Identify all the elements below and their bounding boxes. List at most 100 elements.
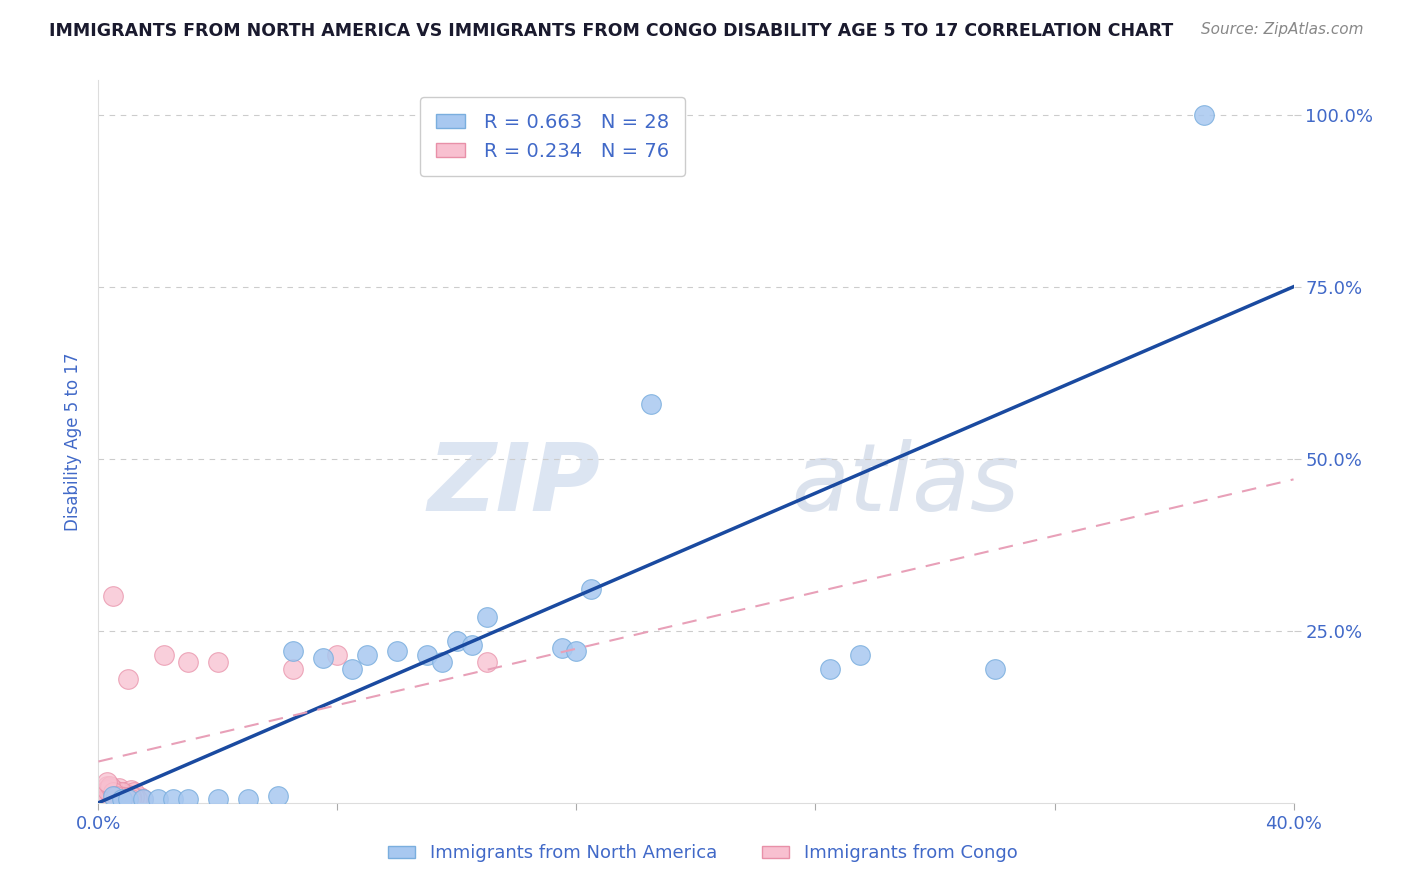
Point	[111, 792, 134, 806]
Point	[111, 790, 134, 805]
Point	[98, 779, 122, 793]
Point	[153, 648, 176, 662]
Point	[98, 788, 122, 802]
Point	[127, 791, 149, 805]
Point	[162, 792, 184, 806]
Point	[105, 788, 128, 802]
Point	[446, 634, 468, 648]
Point	[114, 789, 136, 803]
Point	[117, 789, 139, 803]
Point	[120, 790, 142, 805]
Point	[281, 662, 304, 676]
Point	[117, 790, 139, 805]
Point	[207, 655, 229, 669]
Point	[111, 792, 134, 806]
Point	[120, 789, 142, 803]
Point	[356, 648, 378, 662]
Point	[550, 640, 572, 655]
Point	[117, 672, 139, 686]
Point	[236, 792, 259, 806]
Point	[581, 582, 603, 597]
Legend: Immigrants from North America, Immigrants from Congo: Immigrants from North America, Immigrant…	[381, 838, 1025, 870]
Point	[1192, 108, 1215, 122]
Point	[430, 655, 453, 669]
Point	[105, 789, 128, 803]
Point	[124, 790, 146, 805]
Point	[108, 789, 131, 803]
Point	[117, 791, 139, 805]
Point	[108, 785, 131, 799]
Point	[177, 792, 200, 806]
Point	[984, 662, 1007, 676]
Point	[127, 791, 149, 805]
Point	[111, 792, 134, 806]
Point	[105, 789, 128, 804]
Point	[120, 791, 142, 805]
Point	[103, 783, 125, 797]
Point	[111, 792, 134, 806]
Point	[103, 788, 125, 802]
Legend: R = 0.663   N = 28, R = 0.234   N = 76: R = 0.663 N = 28, R = 0.234 N = 76	[420, 97, 685, 176]
Point	[93, 792, 115, 806]
Point	[132, 792, 155, 806]
Point	[207, 792, 229, 806]
Text: atlas: atlas	[792, 440, 1019, 531]
Point	[103, 782, 125, 797]
Point	[124, 785, 146, 799]
Point	[416, 648, 439, 662]
Point	[103, 590, 125, 604]
Point	[132, 791, 155, 805]
Point	[475, 655, 498, 669]
Point	[124, 788, 146, 802]
Point	[117, 792, 139, 806]
Point	[108, 790, 131, 805]
Point	[177, 655, 200, 669]
Point	[103, 792, 125, 806]
Point	[103, 785, 125, 799]
Point	[114, 791, 136, 805]
Point	[129, 789, 152, 804]
Point	[108, 780, 131, 795]
Point	[117, 788, 139, 802]
Point	[120, 791, 142, 805]
Point	[114, 789, 136, 803]
Point	[96, 782, 118, 797]
Point	[820, 662, 842, 676]
Point	[385, 644, 409, 658]
Point	[111, 788, 134, 802]
Point	[114, 790, 136, 805]
Point	[98, 788, 122, 802]
Point	[326, 648, 349, 662]
Point	[96, 783, 118, 797]
Point	[111, 789, 134, 804]
Point	[120, 789, 142, 804]
Point	[105, 790, 128, 805]
Point	[103, 789, 125, 803]
Point	[117, 791, 139, 805]
Point	[105, 789, 128, 803]
Point	[105, 789, 128, 803]
Point	[114, 785, 136, 799]
Point	[108, 791, 131, 805]
Point	[281, 644, 304, 658]
Point	[114, 791, 136, 805]
Point	[849, 648, 872, 662]
Y-axis label: Disability Age 5 to 17: Disability Age 5 to 17	[65, 352, 83, 531]
Point	[342, 662, 364, 676]
Point	[311, 651, 333, 665]
Point	[96, 790, 118, 805]
Point	[98, 780, 122, 795]
Point	[103, 789, 125, 803]
Point	[148, 792, 170, 806]
Point	[105, 789, 128, 803]
Point	[96, 775, 118, 789]
Point	[108, 785, 131, 799]
Point	[475, 610, 498, 624]
Text: IMMIGRANTS FROM NORTH AMERICA VS IMMIGRANTS FROM CONGO DISABILITY AGE 5 TO 17 CO: IMMIGRANTS FROM NORTH AMERICA VS IMMIGRA…	[49, 22, 1174, 40]
Point	[565, 644, 588, 658]
Point	[108, 788, 131, 802]
Point	[461, 638, 484, 652]
Point	[111, 789, 134, 803]
Text: ZIP: ZIP	[427, 439, 600, 531]
Point	[103, 785, 125, 799]
